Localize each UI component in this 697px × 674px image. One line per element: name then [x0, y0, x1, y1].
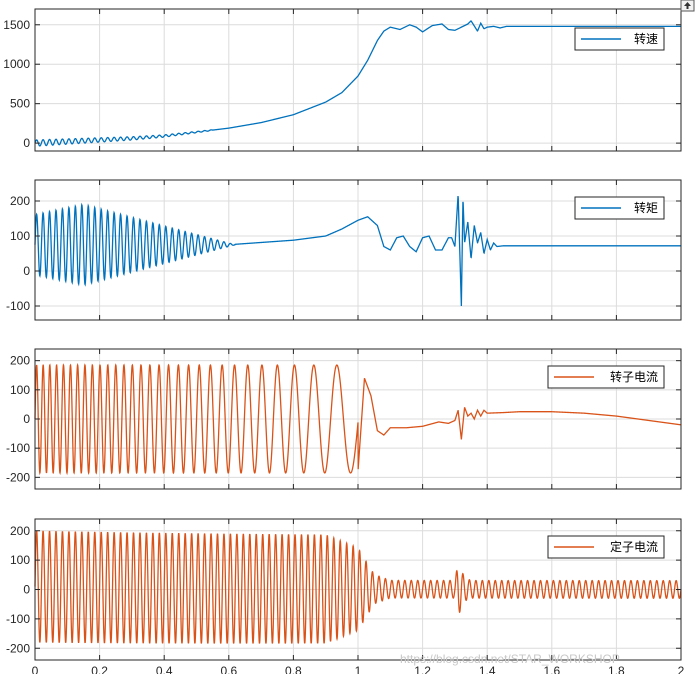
y-tick-label: 100 [10, 383, 30, 397]
y-tick-label: 0 [23, 583, 30, 597]
legend[interactable]: 转子电流 [547, 365, 665, 389]
y-tick-label: 200 [10, 194, 30, 208]
chart-panel-2: -100 0 100 200 转矩 [6, 179, 682, 321]
series-line-3 [34, 362, 682, 476]
legend-label: 转速 [634, 31, 658, 46]
legend-box [547, 365, 665, 389]
y-tick-label: 500 [10, 97, 30, 111]
x-tick-label: 1.2 [414, 664, 431, 674]
y-tick-label: 0 [23, 136, 30, 150]
y-tick-label: -200 [6, 641, 30, 655]
y-tick-label: 100 [10, 553, 30, 567]
legend[interactable]: 定子电流 [547, 535, 665, 559]
x-tick-label: 1.6 [543, 664, 560, 674]
x-tick-label: 1.8 [608, 664, 625, 674]
x-tick-label: 0.2 [91, 664, 108, 674]
x-tick-label: 0.6 [220, 664, 237, 674]
y-tick-label: 0 [23, 264, 30, 278]
series-line-1 [34, 20, 681, 147]
y-tick-label: 1000 [3, 57, 30, 71]
y-tick-label: 100 [10, 229, 30, 243]
y-tick-label: -100 [6, 441, 30, 455]
x-tick-label: 0.4 [156, 664, 173, 674]
export-arrow-icon[interactable] [680, 0, 695, 12]
legend-label: 定子电流 [610, 539, 658, 554]
y-tick-label: 200 [10, 524, 30, 538]
y-tick-label: -200 [6, 470, 30, 484]
y-tick-label: 200 [10, 354, 30, 368]
x-tick-label: 1 [355, 664, 362, 674]
x-tick-label: 2 [678, 664, 685, 674]
y-tick-label: 0 [23, 412, 30, 426]
x-tick-label: 1.4 [479, 664, 496, 674]
y-tick-label: -100 [6, 612, 30, 626]
x-tick-label: 0.8 [285, 664, 302, 674]
y-tick-label: 1500 [3, 18, 30, 32]
chart-panel-3: -200 -100 0 100 200 转子电流 [6, 348, 682, 490]
legend-label: 转矩 [634, 200, 658, 215]
legend-label: 转子电流 [610, 369, 658, 384]
series-line-2 [34, 196, 681, 307]
x-tick-label: 0 [32, 664, 39, 674]
y-tick-label: -100 [6, 299, 30, 313]
watermark-text: https://blog.csdn.net/STAR_WORKSHOP [400, 652, 620, 666]
series-line-4 [34, 530, 682, 644]
chart-panel-4: -200 -100 0 100 200 0 0.2 0.4 0.6 0.8 1 1.2 1.4 1.6 1.… [6, 518, 685, 674]
legend-box [547, 535, 665, 559]
legend[interactable]: 转矩 [574, 196, 665, 220]
chart-panel-1: 0 500 1000 1500 转速 [3, 8, 682, 152]
legend[interactable]: 转速 [574, 27, 665, 51]
